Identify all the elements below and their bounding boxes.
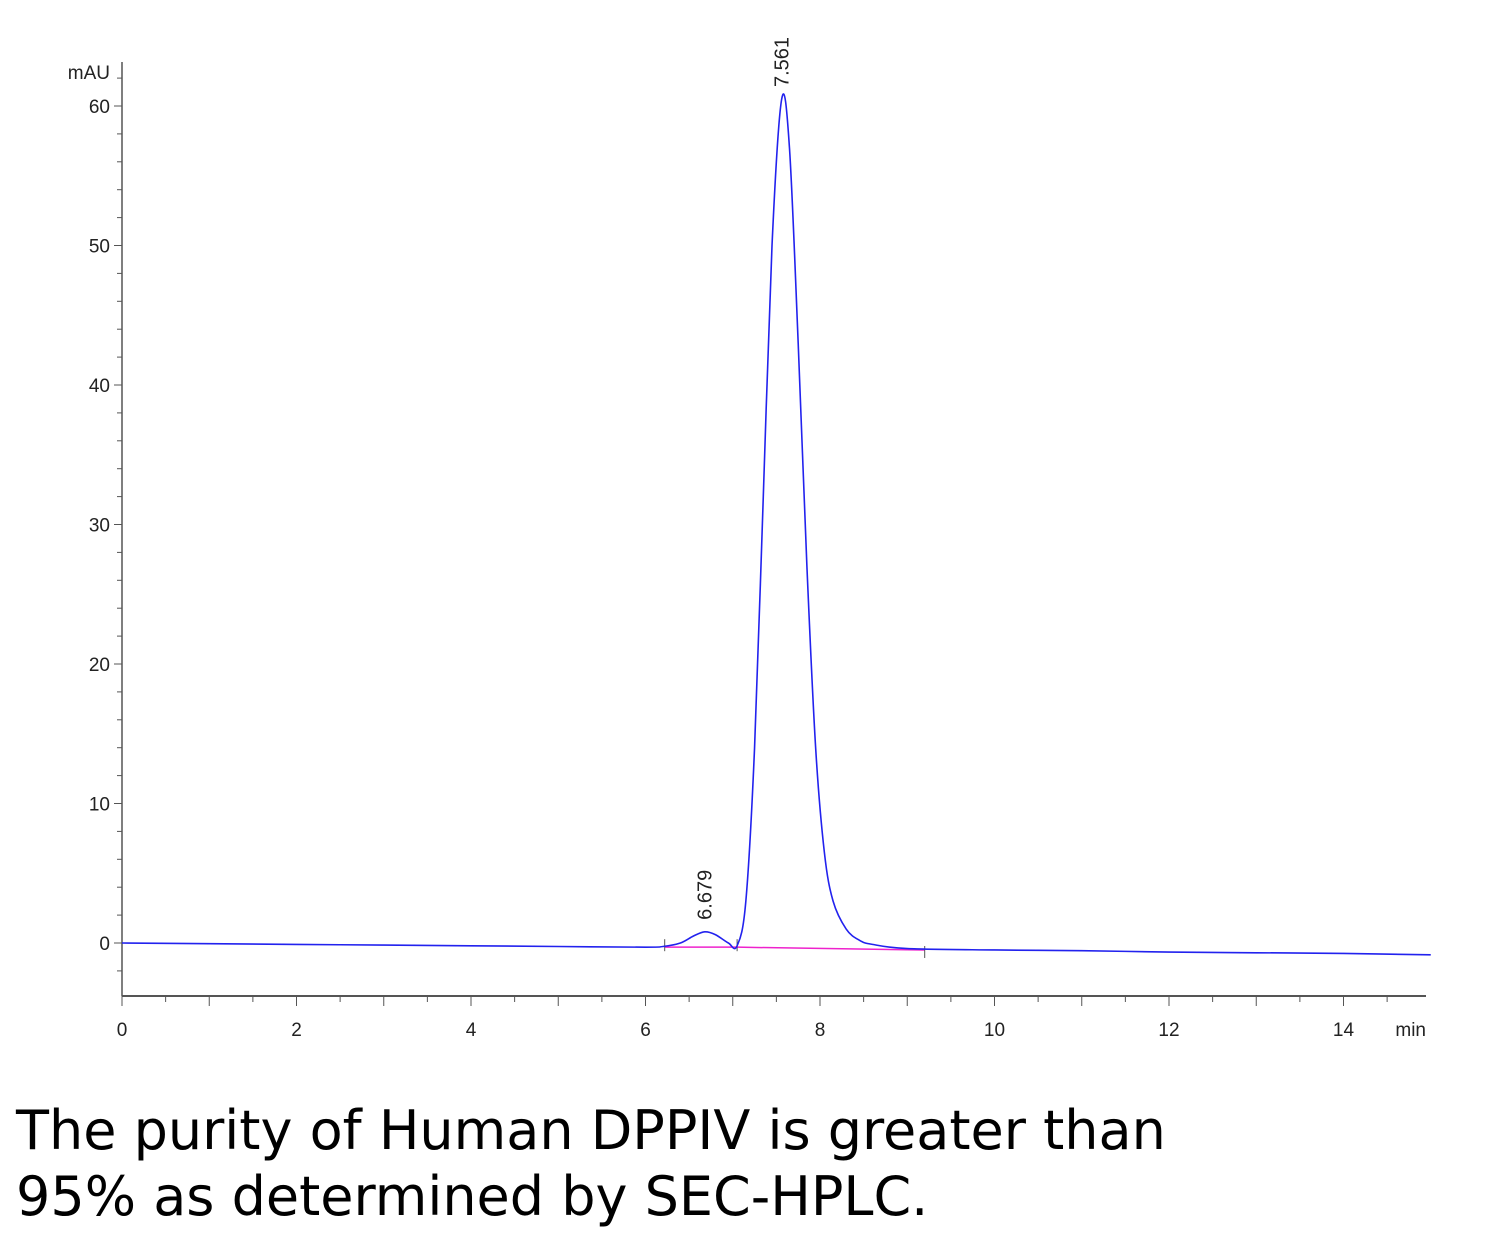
x-tick-label: 2: [291, 1020, 302, 1041]
chromatogram-trace: [121, 93, 1431, 956]
y-tick-label: 60: [89, 97, 110, 118]
caption-line-1: The purity of Human DPPIV is greater tha…: [16, 1099, 1166, 1162]
x-tick-label: 0: [117, 1020, 128, 1041]
caption-line-2: 95% as determined by SEC-HPLC.: [16, 1165, 929, 1228]
x-tick-label: 4: [466, 1020, 477, 1041]
y-tick-label: 20: [89, 655, 110, 676]
y-axis-label: mAU: [68, 63, 110, 84]
x-tick-label: 8: [815, 1020, 826, 1041]
x-tick-label: 6: [640, 1020, 651, 1041]
x-tick-label: 14: [1333, 1020, 1355, 1041]
integration-baseline: [737, 946, 925, 951]
caption: The purity of Human DPPIV is greater tha…: [16, 1098, 1476, 1230]
x-tick-label: 12: [1158, 1020, 1179, 1041]
y-tick-label: 0: [99, 934, 110, 955]
x-axis-label: min: [1395, 1020, 1426, 1041]
y-tick-label: 30: [89, 516, 110, 537]
y-tick-label: 40: [89, 376, 110, 397]
chromatogram-chart: 0 10 20 30 40 50 60 mAU 0 2 4 6 8 10 12 14 min 6.679 7.561: [68, 37, 1431, 1041]
peak-label: 6.679: [695, 870, 717, 920]
x-tick-label: 10: [984, 1020, 1005, 1041]
y-tick-label: 10: [89, 795, 110, 816]
y-tick-label: 50: [89, 237, 110, 258]
peak-label: 7.561: [772, 37, 794, 87]
